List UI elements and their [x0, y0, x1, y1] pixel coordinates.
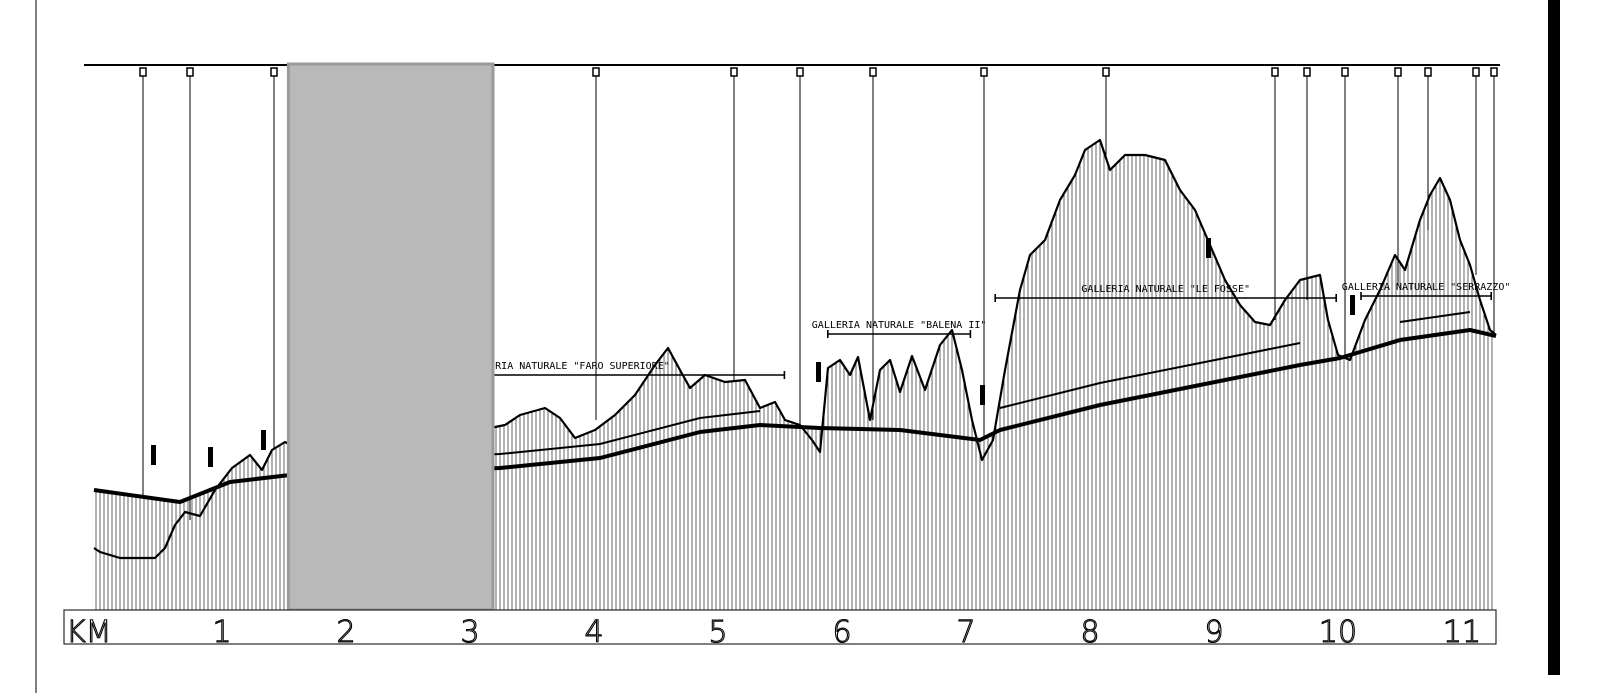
km-axis: KM 1 2 3 4 5 6 7 8 9 10 11 — [63, 609, 1497, 651]
tunnel-annotations: GALLERIA NATURALE "FARO SUPERIORE" GALLER… — [349, 282, 1511, 379]
km-tick-label: 9 — [1204, 615, 1223, 650]
km-tick-label: 4 — [584, 615, 603, 650]
km-tick-label: 7 — [956, 615, 975, 650]
tunnel-label: GALLERIA NATURALE "FARO SUPERIORE" — [465, 361, 670, 372]
longitudinal-profile: GALLERIA NATURALE "FARO SUPERIORE" GALLER… — [35, 0, 1560, 693]
terrain-hatching — [95, 140, 1493, 610]
km-unit-label: KM — [66, 615, 112, 650]
km-tick-label: 6 — [832, 615, 851, 650]
tunnel-label: GALLERIA NATURALE "SERRAZZO" — [1342, 282, 1511, 293]
tunnel-label: GALLERIA NATURALE "LE FOSSE" — [1081, 284, 1250, 295]
km-tick-label: 10 — [1319, 615, 1357, 650]
highlight-region — [286, 62, 495, 612]
right-frame-bar — [1548, 0, 1560, 675]
tunnel-label: GALLERIA NATURALE "BALENA II" — [812, 320, 987, 331]
km-tick-label: 8 — [1080, 615, 1099, 650]
km-tick-label: 1 — [212, 615, 231, 650]
km-tick-label: 11 — [1443, 615, 1481, 650]
km-tick-label: 5 — [708, 615, 727, 650]
km-tick-label: 2 — [336, 615, 355, 650]
km-tick-label: 3 — [460, 615, 479, 650]
